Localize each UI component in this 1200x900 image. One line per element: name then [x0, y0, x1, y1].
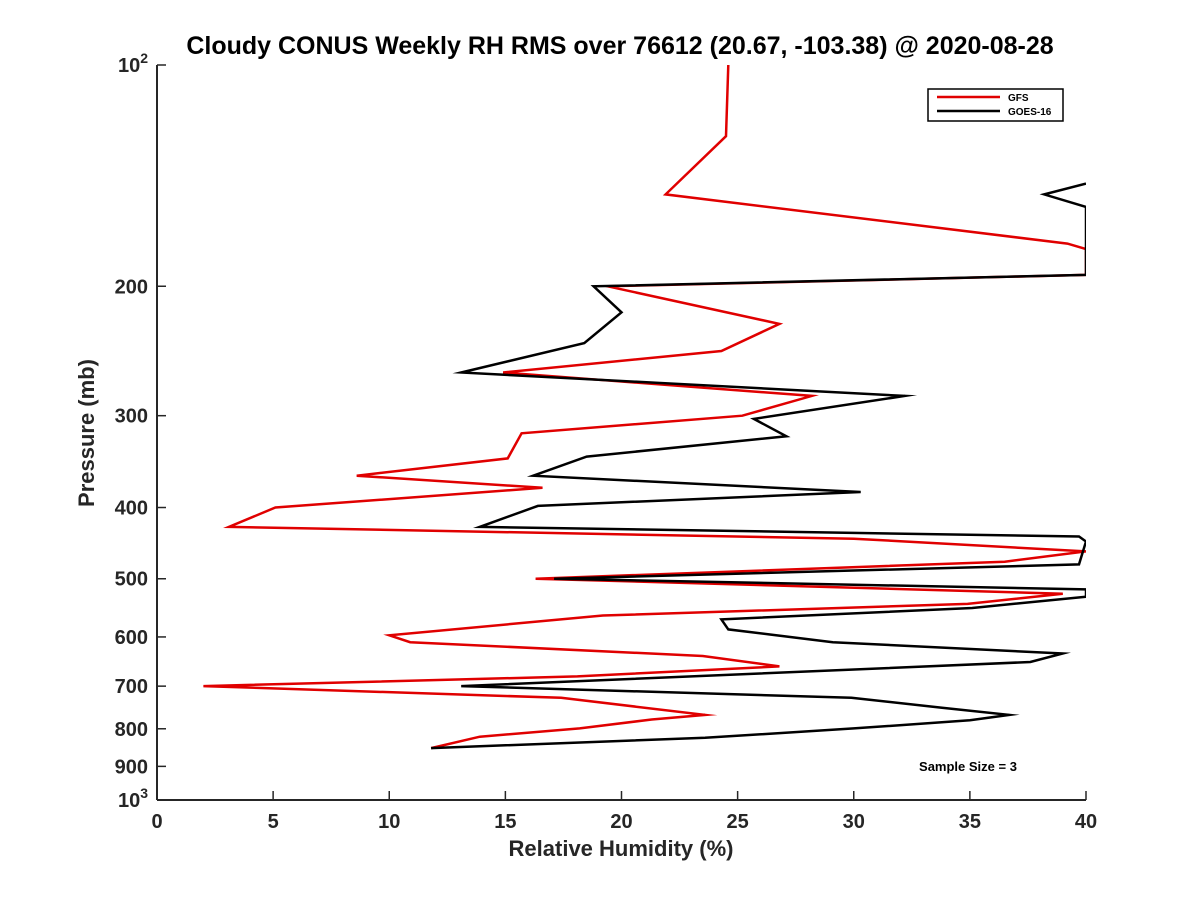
- y-tick-label: 300: [115, 406, 148, 428]
- chart-title: Cloudy CONUS Weekly RH RMS over 76612 (2…: [186, 32, 1053, 60]
- y-tick-label: 600: [115, 627, 148, 649]
- x-tick-label: 5: [268, 811, 279, 833]
- y-tick-label: 102: [118, 50, 148, 77]
- sample-size-annotation: Sample Size = 3: [919, 759, 1017, 774]
- y-tick-exponent: 3: [140, 785, 148, 801]
- axes-layer: 0 5 10 15 20 25 30 35 40102200300400500600700800…: [115, 50, 1098, 833]
- x-tick-label: 10: [378, 811, 400, 833]
- y-tick-label: 900: [115, 756, 148, 778]
- x-axis-label: Relative Humidity (%): [509, 836, 734, 861]
- y-tick-base: 10: [118, 790, 140, 812]
- y-tick-exponent: 2: [140, 50, 148, 66]
- x-tick-label: 25: [727, 811, 749, 833]
- x-tick-label: 40: [1075, 811, 1097, 833]
- legend: GFS GOES-16: [927, 88, 1064, 122]
- x-tick-label: 30: [843, 811, 865, 833]
- x-tick-label: 0: [151, 811, 162, 833]
- y-tick-label: 200: [115, 276, 148, 298]
- x-tick-label: 20: [610, 811, 632, 833]
- y-tick-label: 500: [115, 569, 148, 591]
- y-tick-label: 800: [115, 719, 148, 741]
- series-layer: [203, 65, 1086, 750]
- y-axis-label: Pressure (mb): [74, 359, 99, 507]
- legend-label-goes-16: GOES-16: [1008, 107, 1052, 118]
- y-tick-label: 103: [118, 785, 148, 812]
- legend-box: [927, 88, 1064, 122]
- y-tick-label: 700: [115, 676, 148, 698]
- x-tick-label: 15: [494, 811, 516, 833]
- legend-label-gfs: GFS: [1008, 93, 1029, 104]
- y-tick-base: 10: [118, 55, 140, 77]
- series-line-goes-16: [431, 182, 1086, 750]
- x-tick-label: 35: [959, 811, 981, 833]
- y-tick-label: 400: [115, 498, 148, 520]
